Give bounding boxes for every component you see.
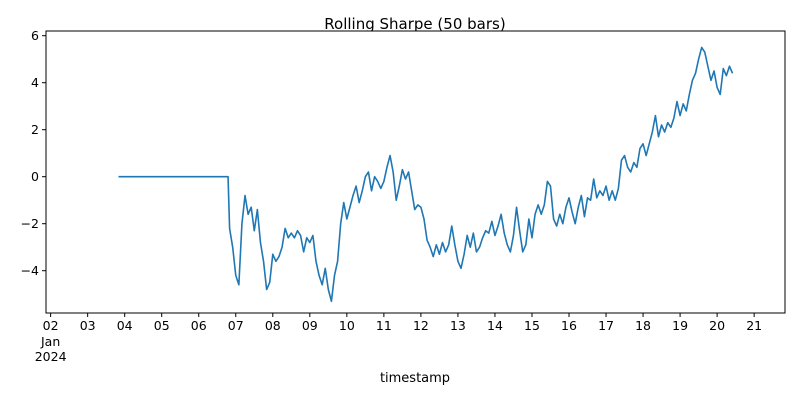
x-tick-label: 20	[709, 318, 725, 333]
x-axis-label: timestamp	[380, 371, 450, 386]
x-tick-label: 13	[450, 318, 466, 333]
x-tick-label: 12	[413, 318, 429, 333]
x-tick-label: 14	[487, 318, 503, 333]
y-tick-label: −4	[21, 263, 39, 278]
x-tick-label: 02	[43, 318, 59, 333]
x-tick-label: 18	[635, 318, 651, 333]
y-tick-label: 2	[31, 122, 39, 137]
x-tick-label: 19	[672, 318, 688, 333]
x-tick-label: 16	[561, 318, 577, 333]
y-axis: −4 −2 0 2 4 6	[21, 28, 46, 278]
x-tick-year-label: 2024	[35, 349, 67, 364]
x-tick-label: 05	[154, 318, 170, 333]
y-tick-label: 6	[31, 28, 39, 43]
x-tick-label: 21	[746, 318, 762, 333]
y-tick-label: 4	[31, 75, 39, 90]
x-tick-label: 06	[191, 318, 207, 333]
sharpe-series-line	[118, 46, 734, 303]
x-tick-label: 10	[339, 318, 355, 333]
x-tick-label: 04	[117, 318, 133, 333]
x-tick-label: 11	[376, 318, 392, 333]
x-tick-label: 07	[228, 318, 244, 333]
x-tick-label: 08	[265, 318, 281, 333]
plot-area	[46, 31, 785, 313]
x-tick-label: 09	[302, 318, 318, 333]
x-tick-label: 15	[524, 318, 540, 333]
plot-frame	[45, 30, 786, 314]
chart-title: Rolling Sharpe (50 bars)	[324, 15, 505, 33]
x-tick-label: 03	[80, 318, 96, 333]
x-tick-month-label: Jan	[40, 334, 60, 349]
x-tick-label: 17	[598, 318, 614, 333]
y-tick-label: −2	[21, 216, 39, 231]
y-tick-label: 0	[31, 169, 39, 184]
